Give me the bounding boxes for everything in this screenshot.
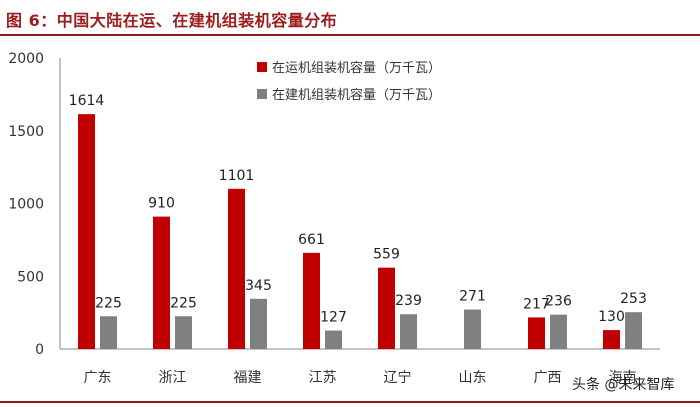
legend-swatch-1: [257, 89, 267, 99]
watermark-text: 头条 @未来智库: [572, 377, 675, 393]
value-label-s1-0: 225: [95, 295, 122, 311]
bottom-rule: [0, 401, 700, 403]
legend-label-1: 在建机组装机容量（万千瓦）: [272, 87, 441, 103]
value-label-s0-4: 559: [373, 247, 400, 263]
value-label-s1-3: 127: [320, 310, 347, 326]
bar-s1-1: [175, 316, 192, 349]
y-tick-label-4: 2000: [8, 51, 44, 67]
x-category-label-6: 广西: [534, 370, 562, 386]
bar-s1-6: [550, 314, 567, 349]
y-tick-label-3: 1500: [8, 124, 44, 140]
bar-s1-0: [100, 316, 117, 349]
y-tick-label-0: 0: [35, 342, 44, 358]
bar-s1-3: [325, 330, 342, 349]
bar-s1-5: [464, 309, 481, 349]
bar-s0-4: [378, 267, 395, 349]
y-axis: 0 500 1000 1500 2000: [8, 51, 61, 358]
bar-s1-7: [625, 312, 642, 349]
legend-label-0: 在运机组装机容量（万千瓦）: [272, 60, 441, 76]
x-category-label-7: 海南: [609, 370, 637, 386]
bar-s0-1: [153, 216, 170, 349]
y-tick-label-2: 1000: [8, 197, 44, 213]
value-labels: 1614 225 910 225 1101 345 661 127 559 239 271 21723…: [69, 93, 647, 325]
x-category-label-1: 浙江: [159, 370, 187, 386]
value-label-s0-6: 217: [523, 296, 550, 312]
bar-s0-6: [528, 317, 545, 349]
value-label-s1-1: 225: [170, 295, 197, 311]
legend-swatch-0: [257, 62, 267, 72]
bar-s0-3: [303, 252, 320, 349]
bar-s1-2: [250, 298, 267, 349]
value-label-s0-7: 130: [598, 309, 625, 325]
bar-s0-7: [603, 330, 620, 349]
value-label-s0-3: 661: [298, 232, 325, 248]
legend: 在运机组装机容量（万千瓦） 在建机组装机容量（万千瓦）: [257, 60, 441, 103]
x-category-label-3: 江苏: [309, 370, 337, 386]
figure-header: 图 6：中国大陆在运、在建机组装机容量分布: [0, 0, 700, 36]
bar-s1-4: [400, 314, 417, 349]
x-category-label-4: 辽宁: [384, 369, 412, 386]
x-axis: 广东 浙江 福建 江苏 辽宁 山东 广西 海南: [60, 348, 660, 386]
value-label-s0-1: 910: [148, 196, 175, 212]
bars: [78, 114, 642, 350]
bar-s0-2: [228, 188, 245, 349]
bar-s0-0: [78, 114, 95, 350]
y-tick-label-1: 500: [17, 269, 44, 285]
value-label-s1-6: 236: [545, 294, 572, 310]
x-category-label-0: 广东: [84, 370, 112, 386]
value-label-s1-5: 271: [459, 289, 486, 305]
x-category-label-2: 福建: [234, 370, 262, 386]
x-category-label-5: 山东: [459, 370, 487, 386]
value-label-s0-2: 1101: [219, 168, 255, 184]
watermark: 头条 @未来智库: [572, 374, 674, 394]
value-label-s1-4: 239: [395, 293, 422, 309]
value-label-s0-0: 1614: [69, 93, 105, 109]
figure-title: 图 6：中国大陆在运、在建机组装机容量分布: [6, 11, 338, 30]
value-label-s1-2: 345: [245, 278, 272, 294]
value-label-s1-7: 253: [620, 291, 647, 307]
